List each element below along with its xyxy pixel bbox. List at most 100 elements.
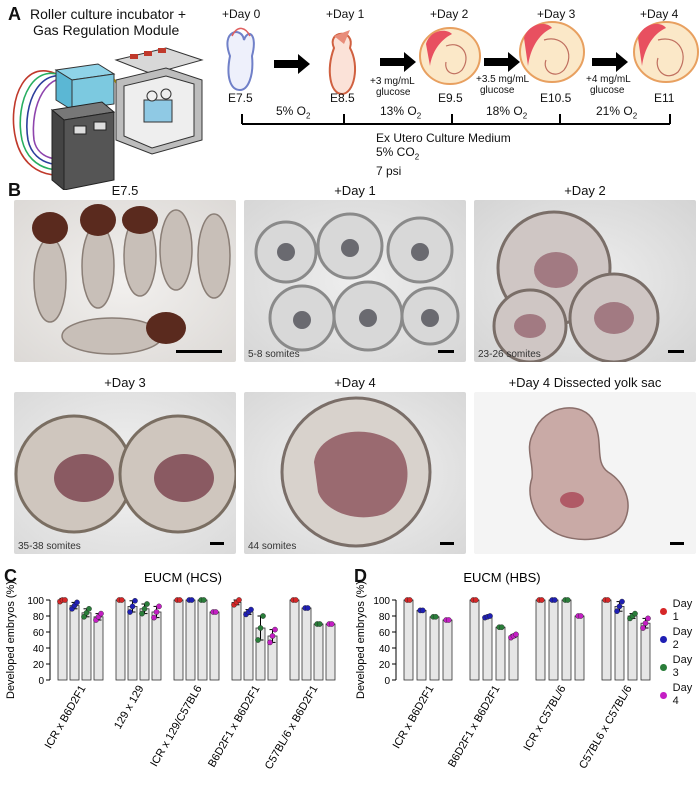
- day4-label: +Day 4: [640, 7, 679, 21]
- day1-label: +Day 1: [326, 7, 365, 21]
- data-point: [129, 603, 136, 610]
- legend-label: Day 4: [672, 682, 693, 707]
- data-point: [551, 597, 558, 603]
- bar: [561, 599, 572, 681]
- stage-e75: E7.5: [228, 91, 253, 105]
- bar: [57, 599, 68, 681]
- y-tick-label: 20: [33, 660, 45, 671]
- y-tick-label: 100: [27, 596, 44, 607]
- data-point: [316, 621, 323, 627]
- data-point: [472, 597, 479, 603]
- oxygen-3-value: 18% O: [486, 104, 523, 118]
- legend-dot-icon: [660, 663, 667, 671]
- oxygen-1: 5% O2: [276, 105, 310, 122]
- glucose-1-amount: +3 mg/mL: [370, 76, 415, 87]
- bar: [574, 615, 585, 681]
- oxygen-3: 18% O2: [486, 105, 527, 122]
- embryo-e105-icon: [519, 21, 585, 83]
- bar: [508, 635, 519, 681]
- data-point: [86, 606, 92, 612]
- oxygen-2-sub: 2: [416, 111, 422, 121]
- data-point: [445, 617, 452, 623]
- y-tick-label: 0: [384, 676, 390, 687]
- oxygen-2-value: 13% O: [380, 104, 417, 118]
- data-point: [328, 621, 335, 627]
- data-point: [257, 625, 264, 631]
- data-point: [269, 633, 276, 639]
- oxygen-3-sub: 2: [522, 111, 528, 121]
- arrow-right-icon: [380, 52, 416, 72]
- x-tick-label: B6D2F1 x B6D2F1: [446, 684, 503, 770]
- day0-label: +Day 0: [222, 7, 261, 21]
- photo-dissected-title: +Day 4 Dissected yolk sac: [508, 375, 662, 390]
- scale-bar: [670, 542, 684, 545]
- medium-co2: 5% CO2: [376, 145, 511, 164]
- data-point: [292, 597, 299, 603]
- data-point: [267, 639, 273, 646]
- arrow-right-icon: [484, 52, 520, 72]
- data-point: [153, 609, 160, 615]
- photo-day4-somites: 44 somites: [248, 541, 297, 552]
- oxygen-1-sub: 2: [306, 111, 311, 121]
- bar: [173, 599, 184, 681]
- y-axis-label: Developed embryos (%): [355, 581, 367, 699]
- data-point: [151, 614, 157, 621]
- bar: [429, 616, 440, 681]
- legend-item-day3: Day 3: [660, 654, 700, 680]
- incubator-label-line1: Roller culture incubator +: [30, 6, 187, 22]
- photo-day2-title: +Day 2: [564, 183, 606, 198]
- x-tick-label: ICR x B6D2F1: [391, 684, 437, 751]
- bar: [127, 606, 138, 681]
- data-point: [176, 597, 183, 603]
- medium-title: Ex Utero Culture Medium: [376, 131, 511, 145]
- legend-label: Day 3: [672, 654, 693, 679]
- bar: [301, 607, 312, 681]
- bar: [495, 626, 506, 681]
- medium-co2-sub: 2: [414, 152, 420, 162]
- data-point: [255, 637, 261, 643]
- data-point: [304, 605, 311, 611]
- bar: [403, 599, 414, 681]
- data-point: [632, 610, 638, 617]
- chart-hcs: EUCM (HCS) Developed embryos (%) 0 20 40 60 80…: [5, 570, 336, 772]
- oxygen-4: 21% O2: [596, 105, 637, 122]
- bar: [482, 616, 493, 681]
- x-tick-label: 129 x 129: [112, 684, 147, 732]
- x-tick-label: ICR x B6D2F1: [43, 684, 89, 751]
- data-point: [604, 597, 611, 603]
- data-point: [62, 597, 68, 603]
- data-point: [212, 609, 219, 615]
- y-tick-label: 60: [379, 628, 391, 639]
- data-point: [118, 597, 125, 603]
- photo-dissected: [474, 392, 696, 554]
- data-point: [645, 615, 651, 622]
- bar: [115, 599, 126, 681]
- bar: [197, 599, 208, 681]
- photo-e75-title: E7.5: [111, 183, 139, 198]
- photo-day2-somites: 23-26 somites: [478, 349, 541, 360]
- data-point: [432, 614, 439, 620]
- glucose-2-word: glucose: [480, 85, 515, 96]
- chart-title: EUCM (HBS): [463, 570, 540, 585]
- bar: [289, 599, 300, 681]
- data-point: [260, 613, 266, 619]
- y-axis-label: Developed embryos (%): [5, 581, 17, 699]
- y-tick-label: 40: [379, 644, 391, 655]
- x-tick-label: B6D2F1 x B6D2F1: [206, 684, 263, 770]
- panel-a-letter: A: [8, 4, 21, 24]
- data-point: [616, 603, 623, 610]
- bar: [627, 615, 638, 681]
- chart-title: EUCM (HCS): [144, 570, 222, 585]
- medium-info: Ex Utero Culture Medium 5% CO2 7 psi: [376, 131, 511, 178]
- photo-day4: 44 somites: [244, 392, 466, 554]
- x-tick-label: C57BL6 x C57BL/6: [577, 684, 634, 772]
- embryo-e95-icon: [419, 27, 481, 85]
- data-point: [200, 597, 207, 603]
- bar: [416, 610, 427, 681]
- y-tick-label: 80: [379, 612, 391, 623]
- chart-hbs: EUCM (HBS) Developed embryos (%) 0 20 40 60 80…: [355, 570, 651, 772]
- legend: Day 1 Day 2 Day 3 Day 4: [660, 598, 700, 708]
- scale-bar: [440, 542, 454, 545]
- legend-item-day4: Day 4: [660, 682, 700, 708]
- photo-day2: 23-26 somites: [474, 200, 696, 362]
